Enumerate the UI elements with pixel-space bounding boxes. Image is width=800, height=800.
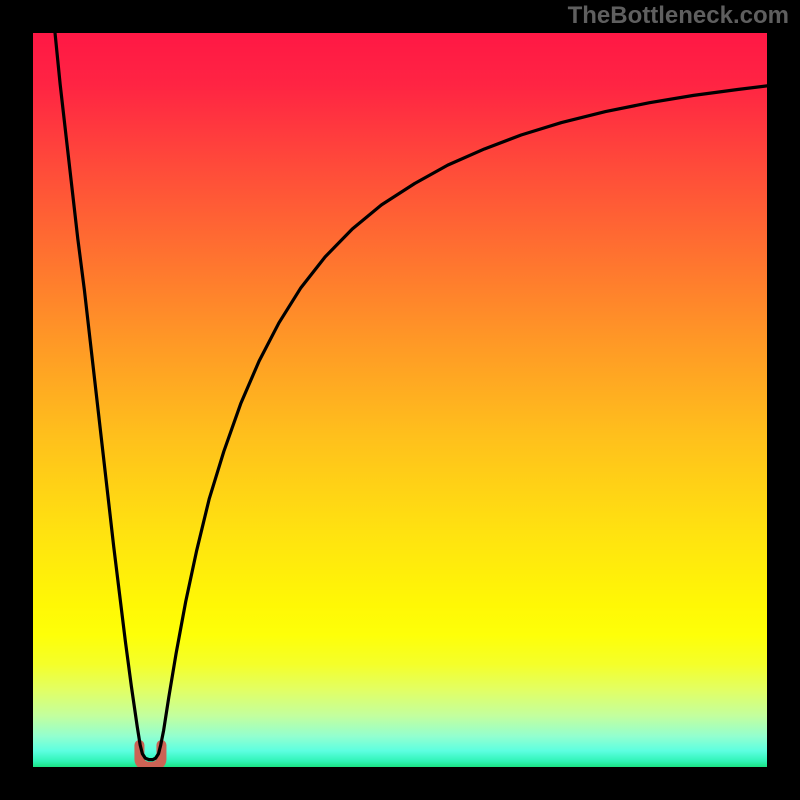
watermark-text: TheBottleneck.com (568, 2, 789, 30)
chart-svg (33, 33, 767, 767)
gradient-background (33, 33, 767, 767)
chart-frame: TheBottleneck.com (0, 0, 800, 800)
plot-area (33, 33, 767, 767)
